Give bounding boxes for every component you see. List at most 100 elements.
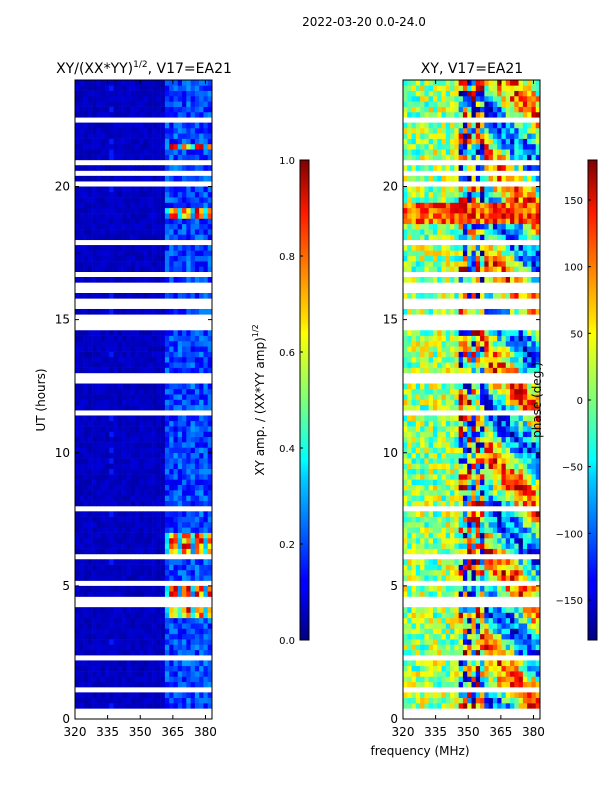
heatmap-cell bbox=[156, 484, 161, 491]
heatmap-cell bbox=[462, 521, 468, 528]
heatmap-cell bbox=[87, 335, 93, 342]
heatmap-cell bbox=[407, 633, 412, 640]
heatmap-cell bbox=[130, 80, 136, 86]
heatmap-cell bbox=[92, 585, 97, 592]
heatmap-cell bbox=[152, 575, 157, 581]
heatmap-cell bbox=[109, 143, 114, 150]
heatmap-cell bbox=[497, 660, 502, 667]
heatmap-cell bbox=[130, 90, 136, 97]
heatmap-cell bbox=[510, 468, 515, 475]
heatmap-cell bbox=[134, 458, 140, 464]
heatmap-cell bbox=[96, 138, 101, 145]
heatmap-cell bbox=[169, 250, 174, 257]
heatmap-cell bbox=[130, 143, 136, 150]
heatmap-cell bbox=[177, 479, 183, 486]
heatmap-cell bbox=[182, 388, 187, 395]
heatmap-cell bbox=[531, 500, 537, 507]
heatmap-cell bbox=[169, 95, 174, 102]
heatmap-cell bbox=[117, 245, 123, 251]
heatmap-cell bbox=[164, 127, 170, 134]
heatmap-cell bbox=[92, 591, 97, 597]
heatmap-cell bbox=[100, 261, 106, 267]
heatmap-cell bbox=[152, 394, 157, 400]
heatmap-cell bbox=[480, 458, 485, 464]
heatmap-cell bbox=[441, 521, 447, 528]
heatmap-cell bbox=[152, 671, 157, 677]
heatmap-cell bbox=[441, 564, 447, 571]
heatmap-cell bbox=[199, 101, 204, 107]
heatmap-cell bbox=[445, 346, 451, 352]
heatmap-cell bbox=[428, 399, 434, 406]
heatmap-cell bbox=[432, 335, 438, 342]
heatmap-cell bbox=[492, 351, 498, 358]
heatmap-cell bbox=[134, 692, 140, 699]
heatmap-cell bbox=[535, 356, 540, 363]
heatmap-cell bbox=[480, 623, 485, 629]
heatmap-cell bbox=[454, 415, 459, 422]
heatmap-cell bbox=[156, 676, 161, 683]
heatmap-cell bbox=[488, 463, 494, 470]
heatmap-cell bbox=[152, 420, 157, 427]
heatmap-cell bbox=[109, 442, 114, 448]
heatmap-cell bbox=[480, 521, 485, 528]
heatmap-cell bbox=[113, 639, 119, 645]
heatmap-cell bbox=[152, 676, 157, 683]
heatmap-cell bbox=[411, 490, 417, 496]
heatmap-cell bbox=[92, 404, 97, 411]
heatmap-cell bbox=[109, 591, 114, 597]
heatmap-cell bbox=[126, 591, 131, 597]
heatmap-cell bbox=[134, 495, 140, 501]
heatmap-cell bbox=[160, 122, 166, 129]
heatmap-cell bbox=[169, 143, 174, 150]
heatmap-cell bbox=[190, 575, 196, 581]
heatmap-cell bbox=[104, 404, 110, 411]
heatmap-cell bbox=[207, 202, 212, 209]
heatmap-cell bbox=[531, 671, 537, 677]
heatmap-cell bbox=[126, 250, 131, 257]
heatmap-cell bbox=[169, 500, 174, 507]
heatmap-cell bbox=[420, 340, 425, 347]
heatmap-cell bbox=[130, 383, 136, 390]
heatmap-cell bbox=[505, 527, 511, 533]
heatmap-cell bbox=[177, 527, 183, 533]
heatmap-cell bbox=[458, 681, 464, 688]
heatmap-cell bbox=[104, 516, 110, 523]
heatmap-cell bbox=[190, 143, 196, 150]
heatmap-cell bbox=[182, 415, 187, 422]
heatmap-cell bbox=[522, 527, 528, 533]
heatmap-cell bbox=[454, 607, 459, 613]
heatmap-cell bbox=[83, 559, 89, 565]
heatmap-cell bbox=[96, 676, 101, 683]
heatmap-cell bbox=[522, 617, 528, 624]
heatmap-cell bbox=[415, 612, 421, 619]
heatmap-cell bbox=[203, 106, 209, 113]
heatmap-cell bbox=[505, 340, 511, 347]
heatmap-cell bbox=[173, 644, 179, 651]
heatmap-cell bbox=[160, 703, 166, 709]
heatmap-cell bbox=[173, 468, 179, 475]
heatmap-cell bbox=[420, 495, 425, 501]
heatmap-cell bbox=[79, 351, 84, 358]
heatmap-cell bbox=[462, 697, 468, 704]
heatmap-cell bbox=[432, 404, 438, 411]
heatmap-cell bbox=[130, 308, 136, 315]
heatmap-cell bbox=[203, 644, 209, 651]
heatmap-cell bbox=[139, 218, 144, 225]
heatmap-cell bbox=[147, 197, 153, 203]
heatmap-cell bbox=[100, 154, 106, 161]
heatmap-cell bbox=[420, 404, 425, 411]
heatmap-cell bbox=[203, 617, 209, 624]
heatmap-cell bbox=[450, 639, 455, 645]
heatmap-cell bbox=[471, 356, 477, 363]
heatmap-cell bbox=[177, 106, 183, 113]
heatmap-cell bbox=[462, 463, 468, 470]
heatmap-cell bbox=[156, 202, 161, 209]
heatmap-cell bbox=[203, 223, 209, 230]
heatmap-cell bbox=[535, 575, 540, 581]
heatmap-cell bbox=[122, 495, 127, 501]
heatmap-cell bbox=[458, 617, 464, 624]
heatmap-cell bbox=[480, 474, 485, 480]
heatmap-cell bbox=[199, 80, 204, 86]
heatmap-cell bbox=[156, 495, 161, 501]
heatmap-cell bbox=[415, 697, 421, 704]
